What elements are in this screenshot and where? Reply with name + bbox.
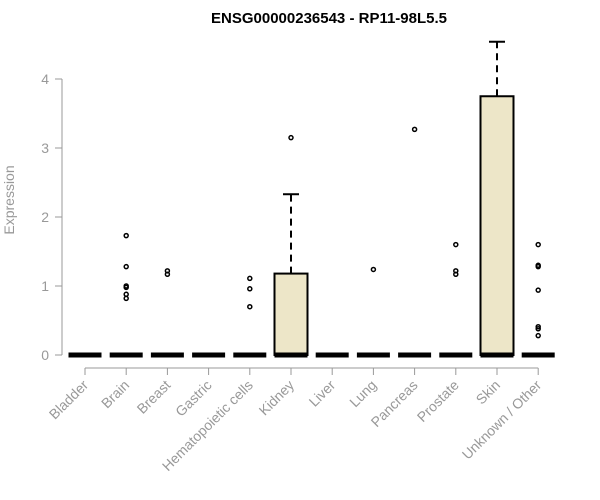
- y-tick-label: 4: [41, 71, 49, 87]
- x-tick-label: Prostate: [414, 377, 462, 425]
- outlier-point: [535, 323, 541, 330]
- chart-title: ENSG00000236543 - RP11-98L5.5: [211, 10, 447, 27]
- outlier-point: [453, 268, 459, 274]
- y-axis-label: Expression: [1, 165, 17, 234]
- x-tick-label: Breast: [134, 377, 174, 417]
- box-body: [479, 95, 515, 356]
- outlier-point: [535, 241, 541, 248]
- x-tick-label: Kidney: [256, 377, 298, 419]
- box-breast: [150, 268, 184, 358]
- box-kidney: [273, 134, 309, 358]
- outlier-point: [535, 262, 541, 269]
- x-tick-label: Liver: [306, 377, 339, 410]
- outlier-point: [453, 241, 459, 248]
- box-unknown-other: [521, 241, 555, 358]
- box-lung: [356, 266, 390, 358]
- outlier-point: [535, 332, 541, 339]
- y-axis: 0 1 2 3 4: [41, 71, 63, 363]
- outlier-point: [535, 287, 541, 293]
- y-tick-label: 0: [41, 347, 49, 363]
- outlier-point: [247, 303, 253, 310]
- x-tick-label: Bladder: [46, 377, 92, 423]
- box-series: [68, 40, 555, 358]
- y-tick-label: 1: [41, 278, 49, 294]
- outlier-point: [123, 291, 129, 298]
- outlier-point: [288, 134, 294, 141]
- box-pancreas: [398, 126, 432, 358]
- outlier-point: [535, 326, 541, 332]
- outlier-point: [123, 283, 129, 289]
- outlier-point: [370, 266, 377, 273]
- outlier-point: [411, 126, 418, 133]
- box-prostate: [439, 241, 473, 358]
- outlier-point: [123, 263, 129, 270]
- y-tick-label: 3: [41, 140, 49, 156]
- outlier-point: [123, 232, 129, 239]
- x-tick-label: Brain: [98, 377, 132, 411]
- box-skin: [479, 40, 515, 358]
- x-tick-label: Skin: [473, 377, 504, 408]
- outlier-point: [164, 268, 171, 274]
- box-body: [273, 272, 309, 356]
- y-tick-label: 2: [41, 209, 49, 225]
- outlier-point: [247, 286, 253, 292]
- x-tick-label: Lung: [346, 377, 379, 410]
- box-hematopoietic-cells: [233, 275, 267, 358]
- box-brain: [109, 232, 143, 358]
- outlier-point: [247, 275, 253, 282]
